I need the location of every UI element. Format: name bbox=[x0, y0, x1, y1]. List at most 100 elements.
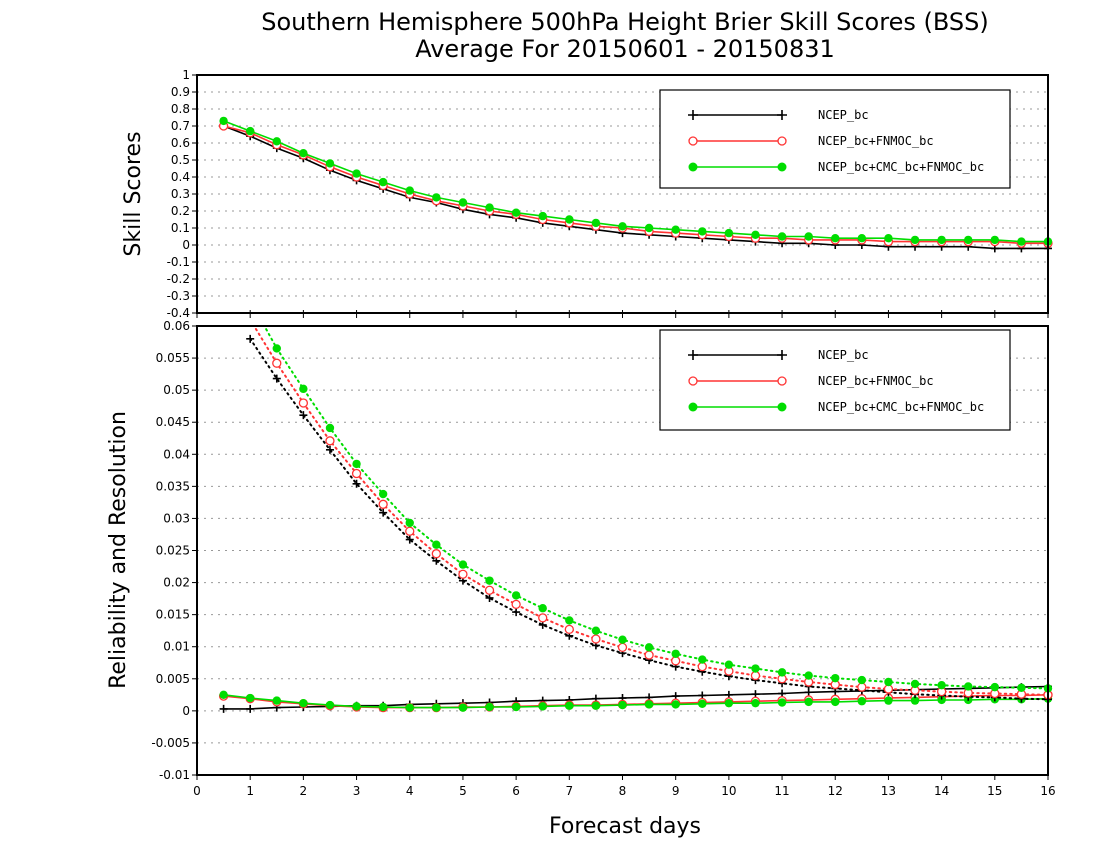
bottom-ncep-bc-fnmoc-bc-resolution-point-24 bbox=[883, 684, 894, 694]
bottom-legend-label-1: NCEP_bc+FNMOC_bc bbox=[818, 374, 934, 388]
top-ncep-bc-cmc-bc-fnmoc-bc-point-1 bbox=[245, 126, 255, 136]
bottom-ncep-bc-cmc-bc-fnmoc-bc-reliability-point-27 bbox=[937, 695, 946, 705]
bottom-ncep-bc-fnmoc-bc-resolution-point-16 bbox=[671, 656, 681, 666]
bottom-ncep-bc-fnmoc-bc-resolution-point-4 bbox=[351, 468, 362, 479]
xtick-label-11: 11 bbox=[774, 784, 789, 798]
top-ncep-bc-cmc-bc-fnmoc-bc-point-2 bbox=[272, 137, 281, 146]
top-y-axis-title: Skill Scores bbox=[121, 131, 146, 256]
xtick-label-14: 14 bbox=[934, 784, 949, 798]
bottom-ncep-bc-resolution-point-9 bbox=[485, 593, 494, 602]
top-ncep-bc-cmc-bc-fnmoc-bc-point-28 bbox=[964, 235, 973, 245]
bottom-ncep-bc-cmc-bc-fnmoc-bc-resolution-point-27 bbox=[964, 682, 973, 691]
bottom-ncep-bc-cmc-bc-fnmoc-bc-resolution-point-19 bbox=[751, 664, 760, 673]
bottom-ncep-bc-cmc-bc-fnmoc-bc-resolution-point-29 bbox=[1017, 683, 1026, 692]
top-ncep-bc-cmc-bc-fnmoc-bc-point-6 bbox=[378, 177, 388, 187]
bottom-ytick-label-7: 0.025 bbox=[156, 544, 190, 558]
bottom-ncep-bc-cmc-bc-fnmoc-bc-reliability-point-15 bbox=[618, 700, 627, 710]
top-ncep-bc-cmc-bc-fnmoc-bc-point-23 bbox=[831, 234, 840, 243]
bottom-ncep-bc-cmc-bc-fnmoc-bc-resolution-point-10 bbox=[511, 591, 521, 600]
bottom-ncep-bc-cmc-bc-fnmoc-bc-resolution-point-26 bbox=[937, 681, 946, 690]
top-ytick-label-2: -0.2 bbox=[167, 272, 190, 286]
x-axis-title: Forecast days bbox=[549, 814, 701, 839]
bottom-y-axis-title: Reliability and Resolution bbox=[106, 411, 131, 689]
xtick-label-1: 1 bbox=[246, 784, 254, 798]
bottom-ncep-bc-resolution-point-6 bbox=[405, 535, 414, 544]
xtick-label-5: 5 bbox=[459, 784, 467, 798]
bottom-ncep-bc-fnmoc-bc-resolution-point-6 bbox=[405, 526, 415, 536]
bottom-ncep-bc-fnmoc-bc-resolution-point-13 bbox=[591, 634, 601, 644]
bottom-ytick-label-5: 0.015 bbox=[156, 608, 190, 622]
top-ytick-label-6: 0.2 bbox=[171, 204, 190, 218]
top-ncep-bc-cmc-bc-fnmoc-bc-point-10 bbox=[485, 203, 494, 212]
top-ncep-bc-cmc-bc-fnmoc-bc-point-27 bbox=[937, 235, 946, 245]
bottom-ncep-bc-cmc-bc-fnmoc-bc-resolution-point-23 bbox=[857, 675, 867, 685]
top-ncep-bc-cmc-bc-fnmoc-bc-point-11 bbox=[511, 208, 521, 217]
bottom-ncep-bc-cmc-bc-fnmoc-bc-resolution-point-22 bbox=[831, 673, 840, 683]
bottom-ncep-bc-fnmoc-bc-resolution-point-15 bbox=[644, 650, 654, 660]
top-legend-box bbox=[659, 89, 1011, 189]
bottom-ncep-bc-fnmoc-bc-resolution-point-2 bbox=[298, 398, 309, 408]
top-ncep-bc-cmc-bc-fnmoc-bc-point-3 bbox=[299, 149, 308, 158]
xtick-label-6: 6 bbox=[512, 784, 520, 798]
top-ytick-label-12: 0.8 bbox=[171, 102, 190, 116]
bottom-legend-marker-1-1 bbox=[777, 376, 787, 386]
bottom-ncep-bc-cmc-bc-fnmoc-bc-reliability-point-8 bbox=[432, 703, 441, 712]
bottom-ncep-bc-fnmoc-bc-resolution-point-14 bbox=[617, 642, 628, 653]
bottom-ncep-bc-cmc-bc-fnmoc-bc-reliability-point-3 bbox=[299, 698, 308, 708]
xtick-label-3: 3 bbox=[353, 784, 361, 798]
top-ncep-bc-cmc-bc-fnmoc-bc-point-15 bbox=[618, 222, 627, 231]
bottom-ncep-bc-cmc-bc-fnmoc-bc-resolution-point-18 bbox=[724, 660, 734, 669]
bottom-ncep-bc-cmc-bc-fnmoc-bc-resolution-point-15 bbox=[644, 643, 654, 652]
bottom-ytick-label-6: 0.02 bbox=[163, 576, 190, 590]
bottom-ncep-bc-cmc-bc-fnmoc-bc-reliability-point-24 bbox=[857, 697, 867, 706]
top-ncep-bc-cmc-bc-fnmoc-bc-point-8 bbox=[432, 193, 441, 202]
bottom-ncep-bc-cmc-bc-fnmoc-bc-reliability-point-17 bbox=[671, 700, 680, 709]
bottom-ncep-bc-cmc-bc-fnmoc-bc-reliability-point-13 bbox=[565, 701, 574, 710]
bottom-ncep-bc-fnmoc-bc-resolution-point-17 bbox=[697, 661, 707, 672]
top-legend-marker-2-0 bbox=[688, 162, 698, 172]
bottom-ytick-label-8: 0.03 bbox=[163, 511, 190, 525]
top-ytick-label-7: 0.3 bbox=[171, 187, 190, 201]
top-ncep-bc-cmc-bc-fnmoc-bc-point-0 bbox=[219, 116, 228, 126]
bottom-ncep-bc-resolution-point-1 bbox=[272, 374, 281, 383]
chart-title-line2: Average For 20150601 - 20150831 bbox=[415, 35, 835, 63]
top-ytick-label-10: 0.6 bbox=[171, 136, 190, 150]
bottom-ncep-bc-cmc-bc-fnmoc-bc-reliability-point-1 bbox=[245, 693, 255, 703]
bottom-ncep-bc-resolution-point-10 bbox=[512, 608, 521, 617]
bottom-legend-marker-0-0 bbox=[688, 350, 698, 360]
top-legend-marker-0-0 bbox=[688, 110, 698, 120]
bottom-ncep-bc-fnmoc-bc-resolution-point-19 bbox=[750, 670, 761, 681]
top-ncep-bc-cmc-bc-fnmoc-bc-point-14 bbox=[591, 218, 601, 228]
top-ncep-bc-cmc-bc-fnmoc-bc-point-5 bbox=[352, 169, 361, 178]
bottom-ncep-bc-cmc-bc-fnmoc-bc-reliability-point-26 bbox=[910, 696, 920, 705]
bottom-ytick-label-10: 0.04 bbox=[163, 447, 190, 461]
bottom-ncep-bc-cmc-bc-fnmoc-bc-reliability-point-6 bbox=[378, 702, 388, 712]
top-ytick-label-4: 0 bbox=[182, 238, 190, 252]
bottom-ncep-bc-cmc-bc-fnmoc-bc-reliability-point-18 bbox=[698, 699, 707, 709]
top-legend-marker-1-0 bbox=[688, 136, 698, 146]
top-plot-frame bbox=[196, 74, 1049, 314]
top-ytick-label-3: -0.1 bbox=[167, 255, 190, 269]
top-ncep-bc-cmc-bc-fnmoc-bc-point-17 bbox=[671, 225, 680, 234]
bottom-ncep-bc-cmc-bc-fnmoc-bc-resolution-point-1 bbox=[272, 344, 281, 353]
top-legend-label-1: NCEP_bc+FNMOC_bc bbox=[818, 134, 934, 148]
xtick-label-8: 8 bbox=[619, 784, 627, 798]
bottom-ncep-bc-fnmoc-bc-resolution-point-5 bbox=[378, 499, 388, 509]
top-legend-marker-0-1 bbox=[777, 110, 787, 120]
bottom-ncep-bc-fnmoc-bc-resolution-point-8 bbox=[458, 569, 468, 579]
bottom-ytick-label-13: 0.055 bbox=[156, 351, 190, 365]
bottom-ncep-bc-fnmoc-bc-resolution-point-3 bbox=[325, 436, 335, 446]
top-ncep-bc-cmc-bc-fnmoc-bc-point-30 bbox=[1017, 237, 1026, 246]
xtick-label-12: 12 bbox=[828, 784, 843, 798]
bottom-ncep-bc-cmc-bc-fnmoc-bc-reliability-point-20 bbox=[751, 698, 760, 708]
bottom-ncep-bc-fnmoc-bc-resolution-point-10 bbox=[511, 599, 521, 610]
bottom-ncep-bc-fnmoc-bc-resolution-point-1 bbox=[272, 358, 282, 368]
bottom-ncep-bc-reliability-point-1 bbox=[246, 704, 255, 713]
bottom-ncep-bc-cmc-bc-fnmoc-bc-resolution-point-20 bbox=[777, 668, 787, 677]
bottom-ncep-bc-resolution-point-2 bbox=[299, 411, 308, 420]
bottom-ncep-bc-cmc-bc-fnmoc-bc-reliability-point-11 bbox=[511, 702, 521, 712]
top-ncep-bc-cmc-bc-fnmoc-bc-point-9 bbox=[458, 198, 468, 207]
top-ncep-bc-cmc-bc-fnmoc-bc-point-7 bbox=[405, 186, 414, 195]
bottom-ncep-bc-cmc-bc-fnmoc-bc-reliability-point-14 bbox=[591, 701, 601, 710]
bottom-ncep-bc-fnmoc-bc-resolution-point-7 bbox=[431, 549, 441, 559]
